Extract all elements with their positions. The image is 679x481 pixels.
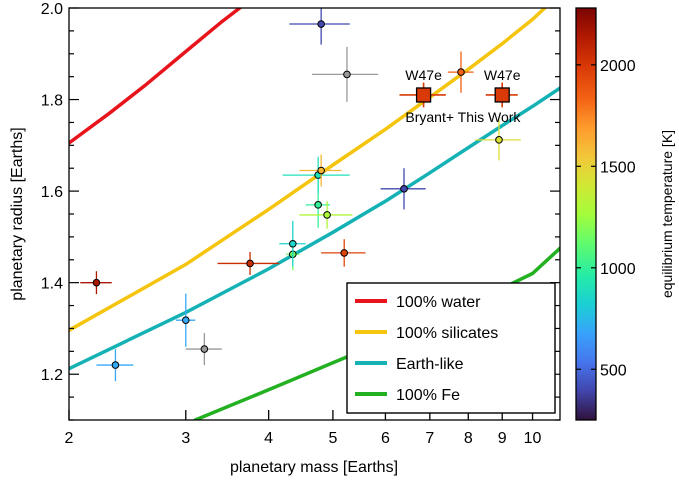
highlighted-point-1 <box>485 82 518 108</box>
point-marker <box>200 345 209 353</box>
point-labels: W47e W47e Bryant+ This Work <box>405 67 521 125</box>
curve-0 <box>69 8 243 145</box>
y-tick-label-4: 2.0 <box>41 1 63 18</box>
point-marker <box>288 239 297 248</box>
legend-entry-0: 100% water <box>396 294 481 311</box>
data-points <box>80 8 521 382</box>
point-marker <box>92 278 101 287</box>
legend-box <box>346 282 556 414</box>
colorbar: 500 1000 1500 2000 <box>575 7 636 421</box>
data-point-2 <box>176 293 196 347</box>
point-marker <box>400 185 408 193</box>
point-label-1: W47e <box>484 67 521 83</box>
point-marker <box>317 20 325 28</box>
x-tick-label-6: 8 <box>464 430 473 447</box>
square-marker <box>494 87 510 103</box>
point-marker <box>246 259 254 268</box>
point-marker <box>181 316 190 325</box>
x-tick-label-3: 5 <box>328 430 337 447</box>
x-tick-label-2: 4 <box>264 430 273 447</box>
colorbar-tick-label-2: 1500 <box>600 159 636 176</box>
colorbar-tick-label-1: 1000 <box>600 261 636 278</box>
colorbar-tick-label-3: 2000 <box>600 58 636 75</box>
data-point-3 <box>185 333 222 366</box>
point-marker <box>317 166 325 175</box>
data-point-10 <box>299 201 353 229</box>
data-point-14 <box>380 168 426 210</box>
point-marker <box>314 201 322 209</box>
highlighted-point-0 <box>399 82 446 108</box>
x-tick-label-1: 3 <box>181 430 190 447</box>
y-tick-label-2: 1.6 <box>41 184 63 201</box>
x-tick-label-0: 2 <box>65 430 74 447</box>
data-point-4 <box>217 251 280 275</box>
data-point-15 <box>447 51 474 93</box>
y-tick-label-0: 1.2 <box>41 367 63 384</box>
x-axis-label: planetary mass [Earths] <box>230 459 398 476</box>
colorbar-label: equilibrium temperature [K] <box>659 130 675 298</box>
point-label-0: W47e <box>405 67 442 83</box>
x-tick-label-4: 6 <box>381 430 390 447</box>
x-tick-label-8: 10 <box>524 430 542 447</box>
y-tick-label-3: 1.8 <box>41 93 63 110</box>
point-marker <box>343 70 351 79</box>
data-point-12 <box>321 239 366 267</box>
data-point-13 <box>312 46 379 102</box>
point-marker <box>495 136 503 144</box>
data-point-11 <box>289 8 350 45</box>
x-tick-label-7: 9 <box>498 430 507 447</box>
axes: 2 3 4 5 6 7 8 9 10 1.2 1.4 1.6 1.8 2.0 <box>41 1 561 447</box>
highlighted-points <box>399 82 518 108</box>
y-tick-label-1: 1.4 <box>41 276 63 293</box>
data-point-9 <box>299 154 342 187</box>
curve-1 <box>69 8 548 333</box>
colorbar-gradient <box>575 7 597 421</box>
legend-entry-2: Earth-like <box>396 356 464 373</box>
curve-2 <box>69 86 560 371</box>
legend-entry-1: 100% silicates <box>396 325 498 342</box>
y-axis-label: planetary radius [Earths] <box>9 127 26 300</box>
legend: 100% water 100% silicates Earth-like 100% F… <box>346 282 556 414</box>
point-marker <box>323 211 331 219</box>
x-tick-label-5: 7 <box>425 430 434 447</box>
point-marker <box>111 361 120 369</box>
data-point-0 <box>80 271 112 295</box>
square-marker <box>415 87 432 103</box>
data-point-16 <box>475 119 521 161</box>
data-point-1 <box>96 349 134 382</box>
point-marker <box>457 68 465 76</box>
data-point-6 <box>279 220 306 267</box>
colorbar-tick-label-0: 500 <box>600 362 627 379</box>
legend-entry-3: 100% Fe <box>396 387 460 404</box>
annotation-label: Bryant+ This Work <box>405 109 521 125</box>
point-marker <box>340 249 349 257</box>
